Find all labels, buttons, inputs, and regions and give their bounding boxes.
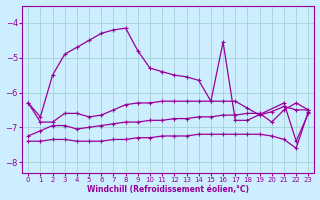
X-axis label: Windchill (Refroidissement éolien,°C): Windchill (Refroidissement éolien,°C)	[87, 185, 249, 194]
